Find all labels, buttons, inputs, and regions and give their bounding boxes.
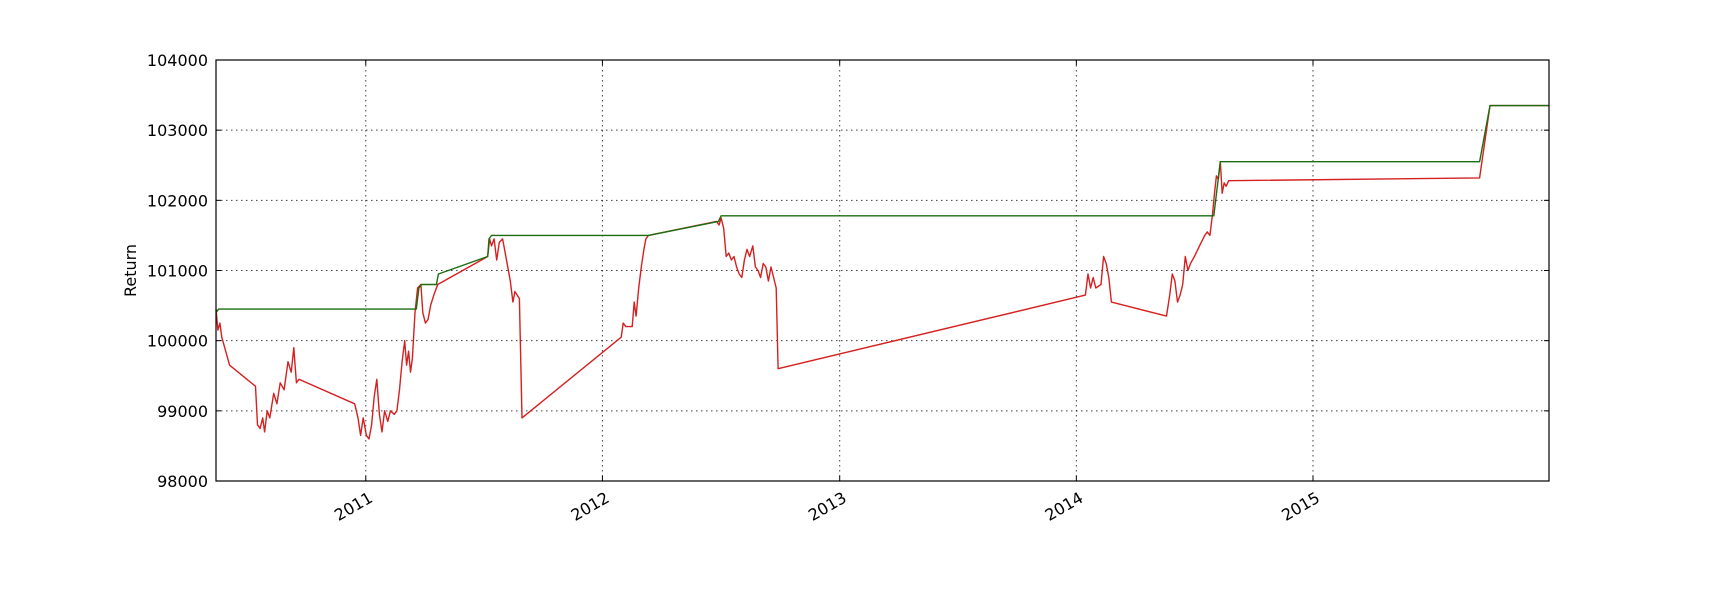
y-gridlines bbox=[216, 129, 1549, 412]
x-tick-label: 2013 bbox=[805, 488, 850, 525]
y-ticks: 98000 99000 100000 101000 102000 103000 104000 bbox=[147, 51, 1549, 491]
x-tick-label: 2012 bbox=[568, 488, 613, 525]
x-tick-label: 2011 bbox=[331, 488, 376, 525]
y-tick-label: 102000 bbox=[147, 191, 208, 210]
y-axis-label: Return bbox=[121, 244, 140, 297]
x-tick-label: 2014 bbox=[1042, 488, 1087, 525]
x-tick-label: 2015 bbox=[1278, 488, 1323, 525]
y-tick-label: 104000 bbox=[147, 51, 208, 70]
y-tick-label: 99000 bbox=[157, 402, 208, 421]
y-tick-label: 103000 bbox=[147, 121, 208, 140]
series-line-2 bbox=[215, 104, 1549, 314]
y-tick-label: 100000 bbox=[147, 332, 208, 351]
series-layer bbox=[215, 104, 1549, 440]
y-tick-label: 101000 bbox=[147, 262, 208, 281]
y-tick-label: 98000 bbox=[157, 472, 208, 491]
series-line-1 bbox=[215, 104, 1549, 440]
